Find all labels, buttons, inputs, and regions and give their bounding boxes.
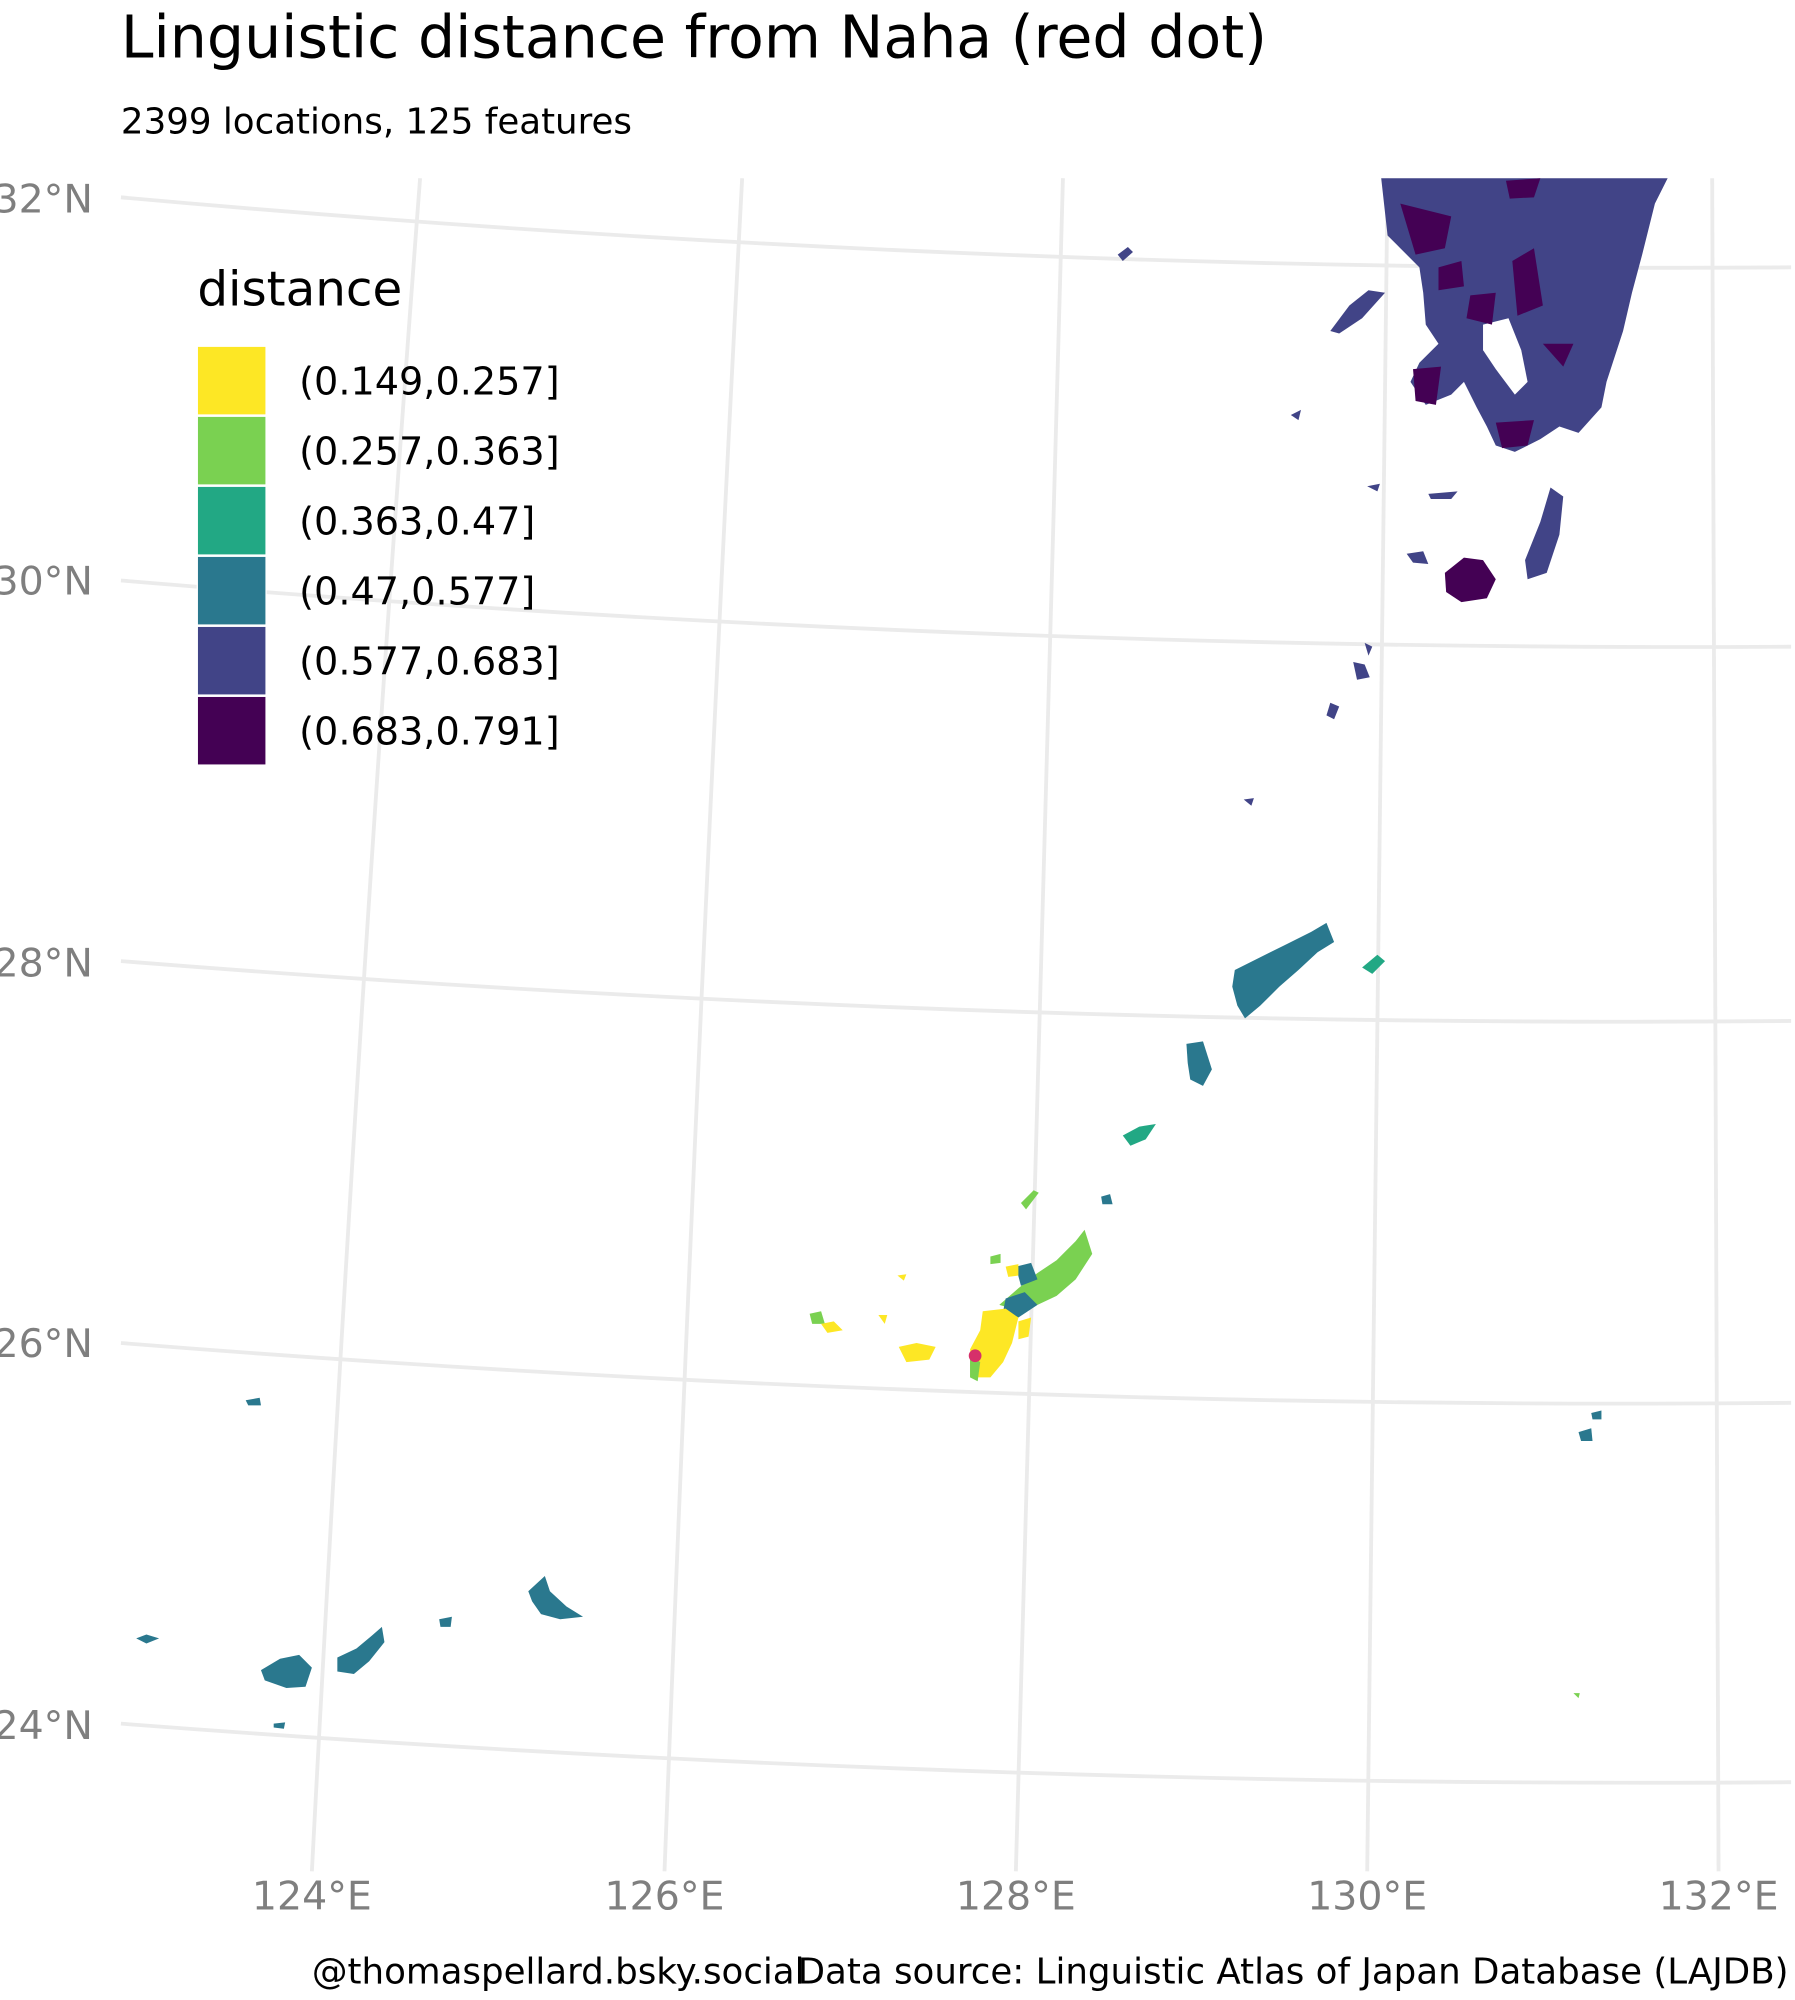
legend-label: (0.257,0.363] [299, 431, 559, 475]
region [1542, 343, 1574, 367]
yakushima [1444, 557, 1496, 603]
yonaguni [136, 1634, 160, 1644]
longitude-labels: 124°E 126°E 128°E 130°E 132°E [252, 1874, 1779, 1920]
island [809, 1311, 825, 1324]
latitude-label: 24°N [0, 1703, 93, 1749]
title: Linguistic distance from Naha (red dot) [121, 3, 1267, 71]
legend-swatch [196, 625, 267, 696]
island [1330, 290, 1386, 334]
island [1117, 246, 1133, 261]
region [1438, 260, 1464, 291]
amami-oshima [1232, 922, 1335, 1019]
longitude-label: 130°E [1307, 1874, 1427, 1920]
legend-swatch [196, 695, 267, 766]
tanegashima [1525, 487, 1564, 580]
grid-line [1710, 178, 1721, 1872]
grid-line [120, 959, 1792, 1024]
region [1495, 420, 1534, 449]
naha-dot [968, 1349, 982, 1363]
island [1290, 409, 1302, 421]
iriomote [260, 1654, 312, 1688]
latitude-label: 32°N [0, 177, 93, 223]
region [1505, 178, 1541, 199]
legend-label: (0.47,0.577] [299, 571, 535, 615]
island [1428, 491, 1458, 500]
daito [1578, 1428, 1593, 1442]
motobu [1015, 1262, 1038, 1286]
island [1326, 702, 1340, 720]
region [1512, 248, 1543, 316]
island [1243, 798, 1254, 806]
region [1400, 203, 1452, 255]
miyako [528, 1575, 584, 1620]
longitude-label: 124°E [252, 1874, 372, 1920]
yoron [1101, 1194, 1113, 1205]
longitude-label: 128°E [956, 1874, 1076, 1920]
legend-label: (0.683,0.791] [299, 711, 559, 755]
island [1367, 483, 1380, 492]
region [1466, 292, 1496, 325]
hateruma [273, 1722, 286, 1729]
island [897, 1274, 907, 1281]
grid-line [120, 1721, 1792, 1785]
legend-title: distance [197, 262, 402, 318]
tarama [439, 1616, 452, 1627]
bay [1483, 318, 1528, 395]
okinawa-central [1003, 1292, 1038, 1318]
grid-line [1365, 178, 1390, 1872]
legend-swatch [196, 485, 267, 556]
legend-swatch [196, 415, 267, 486]
legend-label: (0.149,0.257] [299, 361, 559, 405]
latitude-label: 28°N [0, 940, 93, 986]
okinoerabu [1122, 1124, 1156, 1146]
grid-line [120, 578, 1792, 649]
okinawa-south [970, 1308, 1019, 1378]
islands [136, 178, 1668, 1729]
tokunoshima [1186, 1041, 1212, 1086]
credit: Data source: Linguistic Atlas of Japan D… [798, 1951, 1789, 1992]
grid-line [120, 1341, 1792, 1406]
longitude-label: 126°E [605, 1874, 725, 1920]
island [990, 1253, 1001, 1265]
region [1413, 366, 1442, 405]
island [1406, 551, 1429, 564]
island [878, 1315, 888, 1324]
latitude-labels: 32°N 30°N 28°N 26°N 24°N [0, 177, 93, 1749]
island [1364, 642, 1373, 656]
legend: (0.149,0.257] (0.257,0.363] (0.363,0.47] (0… [196, 345, 560, 766]
okinawa-southtip [970, 1355, 981, 1382]
ishigaki [337, 1626, 385, 1674]
subtitle: 2399 locations, 125 features [121, 102, 632, 143]
latitude-label: 26°N [0, 1321, 93, 1367]
legend-swatch [196, 345, 267, 416]
map-body: Linguistic distance from Naha (red dot) … [0, 3, 1792, 1992]
legend-swatch [196, 555, 267, 626]
grid-line [1013, 178, 1065, 1872]
credit: @thomaspellard.bsky.social [312, 1951, 805, 1992]
daito [1591, 1410, 1602, 1420]
legend-label: (0.577,0.683] [299, 641, 559, 685]
kerama [898, 1343, 936, 1363]
grid-line [662, 178, 745, 1872]
kyushu [1381, 178, 1668, 452]
island [1573, 1693, 1580, 1699]
longitude-label: 132°E [1659, 1874, 1779, 1920]
island [1020, 1190, 1039, 1210]
island [1005, 1264, 1019, 1277]
kikaijima [1362, 954, 1386, 974]
island [1353, 661, 1370, 680]
legend-label: (0.363,0.47] [299, 501, 535, 545]
okinawa-north [999, 1229, 1093, 1309]
kume [821, 1321, 843, 1333]
island [1018, 1317, 1032, 1340]
latitude-label: 30°N [0, 558, 93, 604]
graticule [120, 178, 1792, 1872]
grid-line [309, 178, 422, 1872]
island [245, 1397, 261, 1406]
